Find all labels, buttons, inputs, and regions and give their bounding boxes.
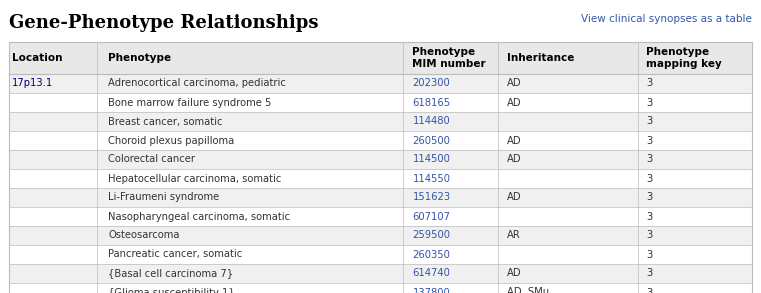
Text: AD: AD — [507, 98, 521, 108]
Bar — [9, 245, 752, 264]
Text: AD: AD — [507, 79, 521, 88]
Text: Osteosarcoma: Osteosarcoma — [108, 231, 180, 241]
Text: AD: AD — [507, 193, 521, 202]
Text: 259500: 259500 — [412, 231, 451, 241]
Text: Pancreatic cancer, somatic: Pancreatic cancer, somatic — [108, 250, 242, 260]
Text: Gene-Phenotype Relationships: Gene-Phenotype Relationships — [9, 14, 319, 32]
Bar — [9, 207, 752, 226]
Text: 3: 3 — [646, 135, 652, 146]
Text: 3: 3 — [646, 154, 652, 164]
Text: AD, SMu: AD, SMu — [507, 287, 549, 293]
Text: 202300: 202300 — [412, 79, 451, 88]
Bar — [9, 93, 752, 112]
Bar — [9, 112, 752, 131]
Text: Bone marrow failure syndrome 5: Bone marrow failure syndrome 5 — [108, 98, 272, 108]
Text: 3: 3 — [646, 173, 652, 183]
Text: Phenotype
mapping key: Phenotype mapping key — [646, 47, 721, 69]
Bar — [9, 226, 752, 245]
Text: 151623: 151623 — [412, 193, 451, 202]
Text: Nasopharyngeal carcinoma, somatic: Nasopharyngeal carcinoma, somatic — [108, 212, 290, 222]
Text: 3: 3 — [646, 79, 652, 88]
Text: 260350: 260350 — [412, 250, 451, 260]
Text: 137800: 137800 — [412, 287, 451, 293]
Bar — [9, 188, 752, 207]
Text: Li-Fraumeni syndrome: Li-Fraumeni syndrome — [108, 193, 219, 202]
Text: 17p13.1: 17p13.1 — [12, 79, 53, 88]
Text: 3: 3 — [646, 117, 652, 127]
Bar — [9, 42, 752, 293]
Text: 114500: 114500 — [412, 154, 451, 164]
Text: Location: Location — [12, 53, 62, 63]
Text: 3: 3 — [646, 98, 652, 108]
Text: AD: AD — [507, 268, 521, 279]
Text: Phenotype
MIM number: Phenotype MIM number — [412, 47, 486, 69]
Text: Phenotype: Phenotype — [108, 53, 171, 63]
Text: {Basal cell carcinoma 7}: {Basal cell carcinoma 7} — [108, 268, 234, 279]
Bar — [9, 150, 752, 169]
Text: 618165: 618165 — [412, 98, 451, 108]
Text: AR: AR — [507, 231, 521, 241]
Text: Hepatocellular carcinoma, somatic: Hepatocellular carcinoma, somatic — [108, 173, 282, 183]
Text: AD: AD — [507, 135, 521, 146]
Bar — [9, 169, 752, 188]
Text: 114480: 114480 — [412, 117, 451, 127]
Text: AD: AD — [507, 154, 521, 164]
Text: View clinical synopses as a table: View clinical synopses as a table — [581, 14, 752, 24]
Text: 3: 3 — [646, 250, 652, 260]
Text: 607107: 607107 — [412, 212, 451, 222]
Text: 3: 3 — [646, 268, 652, 279]
Text: Adrenocortical carcinoma, pediatric: Adrenocortical carcinoma, pediatric — [108, 79, 286, 88]
Text: 614740: 614740 — [412, 268, 451, 279]
Text: Inheritance: Inheritance — [507, 53, 574, 63]
Text: Choroid plexus papilloma: Choroid plexus papilloma — [108, 135, 234, 146]
Bar — [9, 264, 752, 283]
Bar — [9, 74, 752, 93]
Text: 260500: 260500 — [412, 135, 451, 146]
Text: 3: 3 — [646, 193, 652, 202]
Text: Breast cancer, somatic: Breast cancer, somatic — [108, 117, 222, 127]
Bar — [9, 131, 752, 150]
Text: 3: 3 — [646, 212, 652, 222]
Bar — [9, 283, 752, 293]
Text: 3: 3 — [646, 231, 652, 241]
Text: {Glioma susceptibility 1}: {Glioma susceptibility 1} — [108, 287, 235, 293]
Text: 3: 3 — [646, 287, 652, 293]
Bar — [9, 42, 752, 74]
Text: 114550: 114550 — [412, 173, 451, 183]
Text: Colorectal cancer: Colorectal cancer — [108, 154, 195, 164]
